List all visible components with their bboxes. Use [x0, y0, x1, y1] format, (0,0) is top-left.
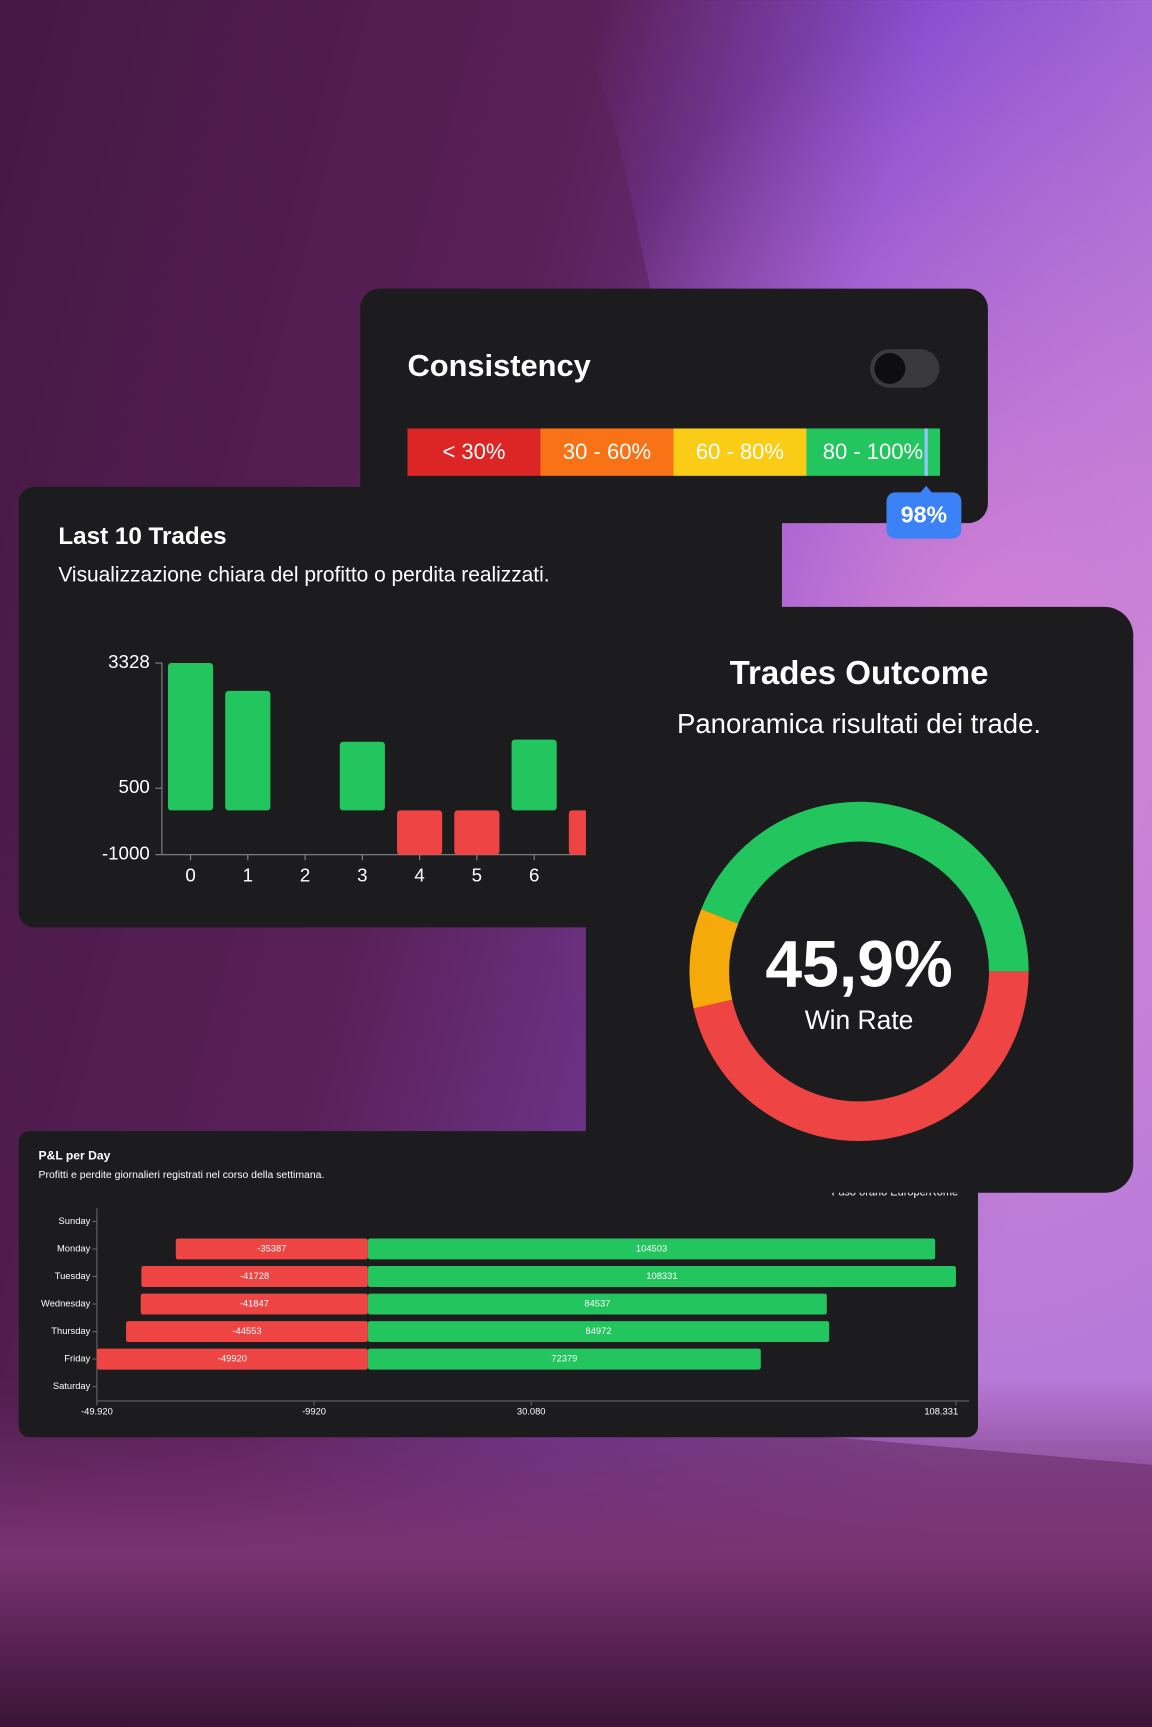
range-label: < 30%: [442, 439, 505, 464]
x-tick-label: 3: [357, 865, 367, 886]
range-segment: [407, 428, 542, 476]
value-label: -41728: [240, 1271, 269, 1281]
value-label: -35387: [257, 1243, 286, 1253]
bar: [367, 1266, 956, 1287]
value-label: 104503: [636, 1243, 667, 1253]
card: [360, 288, 988, 524]
bar: [397, 810, 443, 855]
bar: [367, 1321, 830, 1343]
bar: [175, 1238, 368, 1260]
donut-segment: [689, 909, 739, 1009]
y-tick-label: Friday: [64, 1354, 90, 1364]
card-subtitle: Panoramica risultati dei trade.: [677, 708, 1041, 739]
bar: [126, 1321, 368, 1343]
y-tick-label: Saturday: [53, 1381, 91, 1391]
x-tick-label: 2: [300, 865, 310, 886]
center-label: 45,9%: [765, 928, 952, 1002]
y-tick-label: -1000: [102, 843, 150, 864]
x-tick-label: -49.920: [81, 1406, 113, 1416]
value-label: 72379: [551, 1354, 577, 1364]
bar: [367, 1293, 827, 1315]
value-label: 84972: [586, 1326, 612, 1336]
bar: [367, 1238, 936, 1260]
x-tick-label: 4: [414, 865, 424, 886]
y-tick-label: 500: [119, 776, 150, 797]
x-tick-label: 5: [472, 865, 482, 886]
card-subtitle: Visualizzazione chiara del profitto o pe…: [58, 564, 549, 587]
y-tick-label: Sunday: [59, 1216, 91, 1226]
bar: [96, 1348, 368, 1370]
y-tick-label: Wednesday: [41, 1299, 91, 1309]
bar: [167, 663, 214, 811]
card-title: Consistency: [407, 348, 590, 383]
value-bubble: [886, 492, 962, 539]
range-label: 30 - 60%: [563, 439, 651, 464]
x-tick-label: 0: [185, 865, 195, 886]
value-label: 84537: [584, 1299, 610, 1309]
bar: [339, 741, 385, 811]
bar: [225, 690, 271, 811]
value-label: -41847: [240, 1299, 269, 1309]
bar: [367, 1348, 761, 1370]
consistency-card: Consistency < 30% 30 - 60% 60 - 80% 80 - 100…: [360, 288, 988, 539]
card-subtitle: Profitti e perdite giornalieri registrat…: [39, 1170, 325, 1181]
card-title: P&L per Day: [39, 1149, 111, 1163]
donut-segment: [693, 971, 1029, 1142]
bubble-pointer: [919, 485, 933, 494]
card-title: Last 10 Trades: [58, 523, 226, 550]
card-title: Trades Outcome: [730, 655, 989, 692]
x-tick-label: 6: [529, 865, 539, 886]
y-tick-label: Tuesday: [55, 1271, 91, 1281]
y-tick-label: Thursday: [51, 1326, 90, 1336]
bar: [511, 739, 557, 811]
range-segment: [540, 428, 675, 476]
outcome-card: Trades Outcome Panoramica risultati dei t…: [585, 606, 1134, 1193]
toggle-knob: [874, 353, 906, 384]
bar: [141, 1266, 368, 1287]
range-label: 60 - 80%: [696, 439, 784, 464]
x-tick-label: 30.080: [517, 1406, 546, 1416]
x-tick-label: -9920: [302, 1406, 326, 1416]
bar: [454, 810, 500, 855]
x-tick-label: 1: [243, 865, 253, 886]
x-tick-label: 108.331: [924, 1406, 958, 1416]
range-label: 80 - 100%: [823, 439, 923, 464]
value-label: -49920: [218, 1354, 247, 1364]
value-label: 108331: [646, 1271, 677, 1281]
value-label: -44553: [232, 1326, 261, 1336]
donut-segment: [701, 801, 1029, 972]
center-sublabel: Win Rate: [805, 1005, 914, 1035]
value-label: 98%: [901, 502, 947, 528]
range-segment: [673, 428, 808, 476]
range-segment: [806, 428, 940, 476]
bar: [140, 1293, 368, 1315]
y-tick-label: Monday: [57, 1243, 91, 1253]
pnl-card: P&L per Day Profitti e perdite giornalier…: [18, 1131, 978, 1438]
y-tick-label: 3328: [108, 651, 150, 672]
